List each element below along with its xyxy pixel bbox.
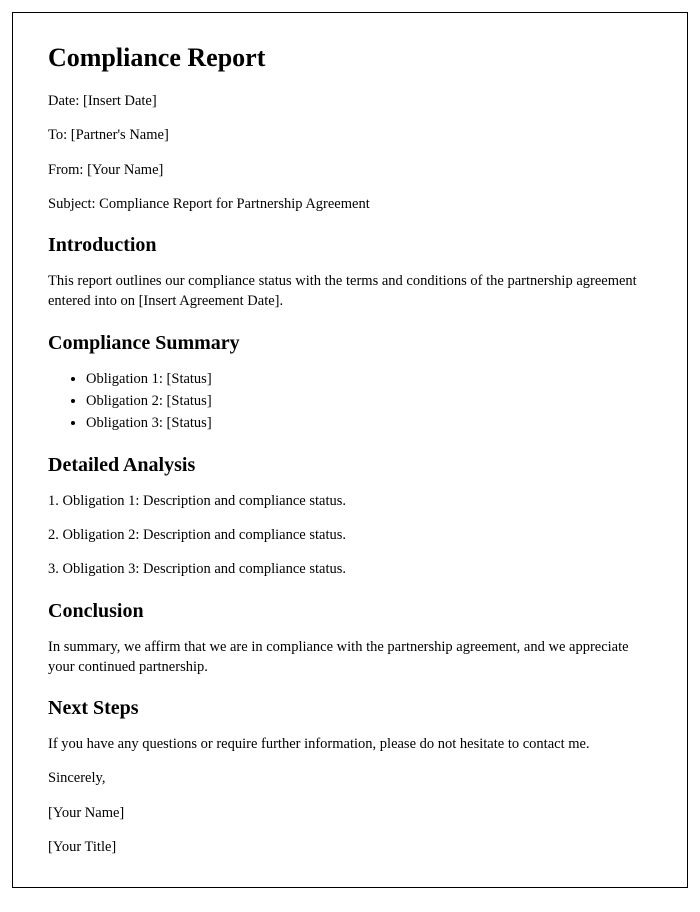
analysis-item: 1. Obligation 1: Description and complia…	[48, 491, 652, 511]
meta-from: From: [Your Name]	[48, 160, 652, 180]
document-meta: Date: [Insert Date] To: [Partner's Name]…	[48, 91, 652, 214]
closing-name: [Your Name]	[48, 803, 652, 823]
summary-item: Obligation 3: [Status]	[86, 413, 652, 433]
section-heading-analysis: Detailed Analysis	[48, 454, 652, 477]
document-page: Compliance Report Date: [Insert Date] To…	[12, 12, 688, 888]
section-heading-summary: Compliance Summary	[48, 332, 652, 355]
summary-item: Obligation 1: [Status]	[86, 369, 652, 389]
summary-list: Obligation 1: [Status] Obligation 2: [St…	[86, 369, 652, 434]
introduction-body: This report outlines our compliance stat…	[48, 271, 652, 312]
analysis-item: 3. Obligation 3: Description and complia…	[48, 559, 652, 579]
nextsteps-body: If you have any questions or require fur…	[48, 734, 652, 754]
conclusion-body: In summary, we affirm that we are in com…	[48, 637, 652, 678]
meta-to: To: [Partner's Name]	[48, 125, 652, 145]
summary-item: Obligation 2: [Status]	[86, 391, 652, 411]
document-title: Compliance Report	[48, 43, 652, 73]
closing-title: [Your Title]	[48, 837, 652, 857]
section-heading-introduction: Introduction	[48, 234, 652, 257]
section-heading-conclusion: Conclusion	[48, 600, 652, 623]
meta-date: Date: [Insert Date]	[48, 91, 652, 111]
closing-sincerely: Sincerely,	[48, 768, 652, 788]
section-heading-nextsteps: Next Steps	[48, 697, 652, 720]
analysis-item: 2. Obligation 2: Description and complia…	[48, 525, 652, 545]
meta-subject: Subject: Compliance Report for Partnersh…	[48, 194, 652, 214]
